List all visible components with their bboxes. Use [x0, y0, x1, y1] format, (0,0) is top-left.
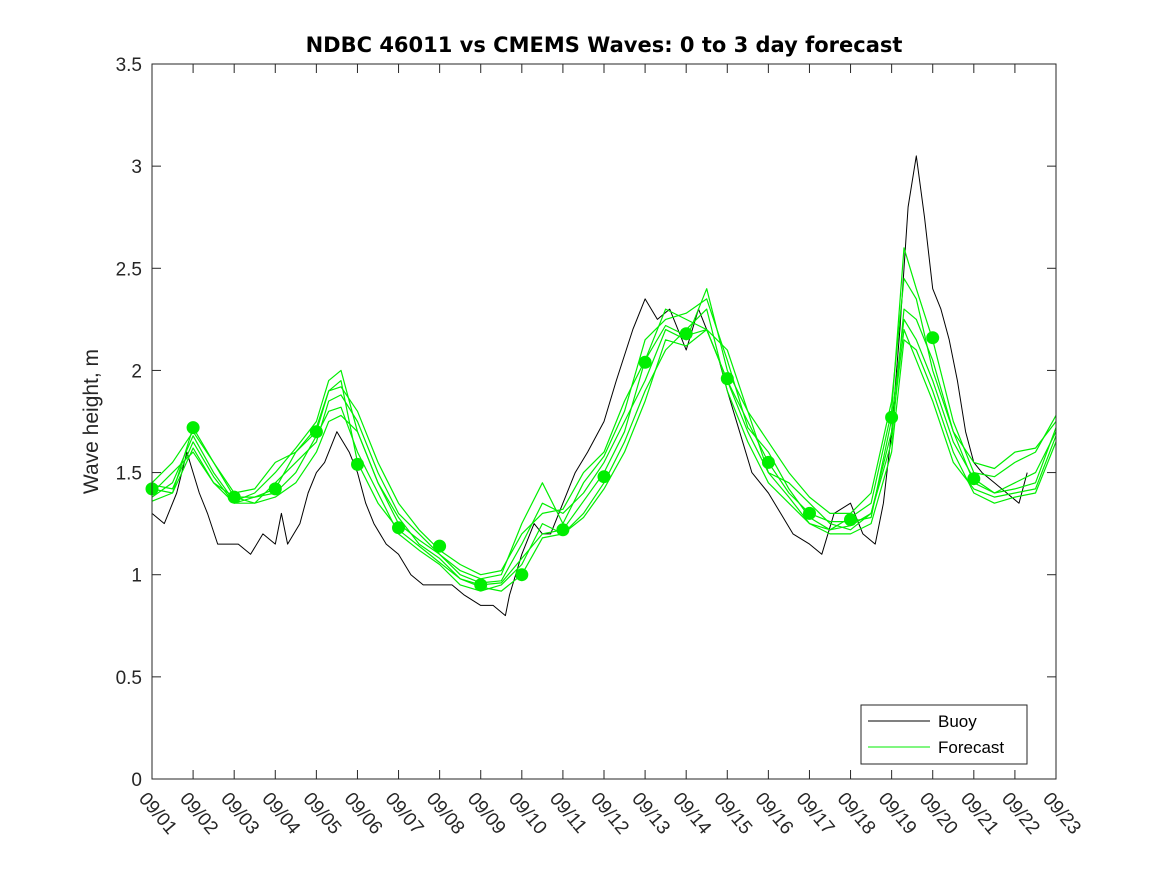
- y-axis-label: Wave height, m: [80, 349, 103, 494]
- y-tick-label: 2.5: [116, 259, 142, 280]
- data-layer: [145, 155, 1057, 617]
- forecast-marker: [638, 355, 652, 369]
- y-tick-label: 1: [131, 566, 142, 587]
- forecast-marker: [926, 331, 940, 345]
- forecast-marker: [720, 372, 734, 386]
- y-tick-label: 2: [131, 361, 142, 382]
- forecast-marker: [268, 482, 282, 496]
- forecast-marker: [761, 455, 775, 469]
- forecast-series-line-6: [151, 329, 1057, 592]
- y-tick-label: 0.5: [116, 668, 142, 689]
- forecast-marker: [227, 490, 241, 504]
- y-tick-label: 3: [131, 157, 142, 178]
- forecast-marker: [885, 410, 899, 424]
- forecast-series-line-2: [151, 247, 1057, 580]
- buoy-series-line: [151, 155, 1028, 617]
- forecast-marker: [474, 578, 488, 592]
- forecast-marker: [309, 425, 323, 439]
- forecast-marker: [515, 568, 529, 582]
- forecast-series-line-5: [151, 277, 1057, 576]
- forecast-marker: [186, 421, 200, 435]
- forecast-marker: [967, 472, 981, 486]
- forecast-marker: [679, 327, 693, 341]
- y-tick-label: 0: [131, 770, 142, 791]
- chart-title: NDBC 46011 vs CMEMS Waves: 0 to 3 day fo…: [306, 33, 903, 57]
- forecast-marker: [556, 523, 570, 537]
- legend-box: [860, 704, 1028, 765]
- y-tick-label: 1.5: [116, 464, 142, 485]
- forecast-marker: [433, 539, 447, 553]
- legend: Buoy Forecast: [860, 704, 1028, 765]
- forecast-marker: [392, 521, 405, 535]
- forecast-marker: [351, 457, 364, 471]
- forecast-marker: [597, 470, 611, 484]
- legend-buoy-label: Buoy: [938, 712, 977, 731]
- y-tick-label: 3.5: [116, 55, 142, 76]
- forecast-marker: [844, 513, 857, 527]
- forecast-marker: [803, 506, 816, 520]
- legend-forecast-label: Forecast: [938, 738, 1004, 757]
